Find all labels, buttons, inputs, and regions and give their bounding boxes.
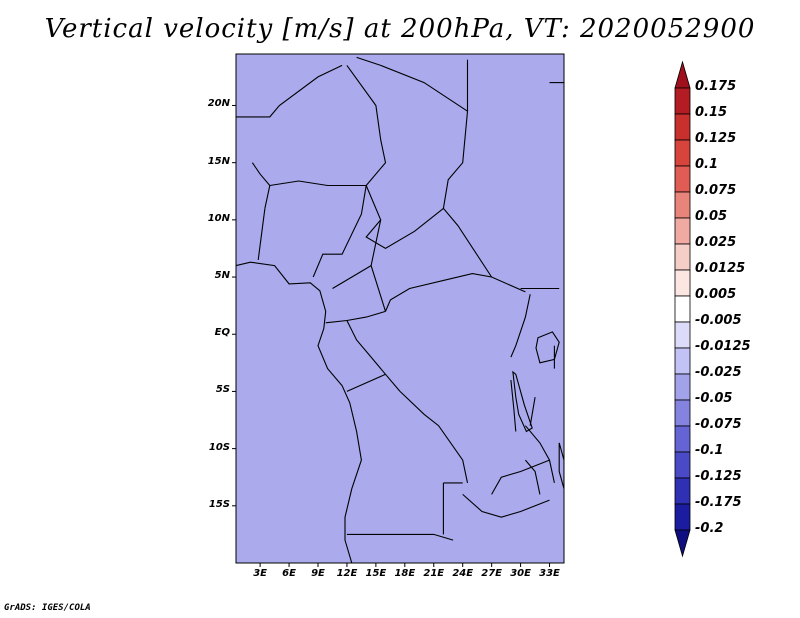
colorbar-swatch — [674, 451, 691, 479]
lon-label: 18E — [394, 568, 416, 579]
border-line — [346, 320, 401, 392]
lat-label: 15S — [208, 498, 230, 510]
colorbar-label: -0.05 — [695, 391, 733, 406]
colorbar-swatch — [674, 295, 691, 323]
border-line — [332, 265, 372, 289]
border-line — [236, 64, 343, 118]
lake-malawi — [558, 442, 564, 489]
colorbar-swatch — [674, 503, 691, 531]
lon-label: 9E — [311, 568, 325, 579]
lat-label: 5N — [214, 270, 230, 282]
map-frame — [235, 53, 565, 564]
border-line — [524, 425, 555, 484]
lake-tanganyika — [512, 370, 533, 433]
lon-label: 27E — [481, 568, 503, 579]
colorbar-label: 0.175 — [695, 79, 737, 94]
lat-label: 10N — [207, 212, 230, 224]
border-line — [346, 65, 387, 186]
colorbar-swatch — [674, 87, 691, 115]
lon-label: 21E — [423, 568, 445, 579]
colorbar-swatch — [674, 60, 691, 89]
border-line — [269, 180, 367, 187]
colorbar-swatch — [674, 425, 691, 453]
colorbar-label: -0.125 — [695, 469, 742, 484]
border-line — [257, 208, 266, 260]
border-line — [524, 459, 541, 495]
colorbar-label: 0.025 — [695, 235, 737, 250]
colorbar-swatch — [674, 399, 691, 427]
colorbar-label: 0.05 — [695, 209, 728, 224]
chart-title: Vertical velocity [m/s] at 200hPa, VT: 2… — [44, 14, 756, 44]
colorbar-swatch — [674, 321, 691, 349]
border-line — [384, 273, 526, 312]
colorbar-swatch — [674, 191, 691, 219]
lat-label: EQ — [214, 327, 230, 339]
border-line — [442, 111, 493, 278]
colorbar-label: -0.0125 — [695, 339, 751, 354]
border-line — [510, 294, 531, 358]
lon-label: 12E — [336, 568, 358, 579]
lat-label: 10S — [208, 441, 230, 453]
colorbar-swatch — [674, 139, 691, 167]
border-line — [356, 56, 468, 112]
colorbar-swatch — [674, 373, 691, 401]
map-field — [236, 54, 564, 563]
colorbar-label: 0.1 — [695, 157, 719, 172]
lat-label: 15N — [207, 155, 230, 167]
border-line — [251, 162, 271, 209]
colorbar-swatch — [674, 269, 691, 297]
border-line — [529, 397, 536, 426]
colorbar-swatch — [674, 217, 691, 245]
border-line — [399, 391, 469, 484]
border-line — [346, 373, 386, 392]
lon-label: 15E — [365, 568, 387, 579]
colorbar-swatch — [674, 347, 691, 375]
lat-label: 5S — [215, 384, 230, 396]
colorbar-label: 0.005 — [695, 287, 737, 302]
colorbar-label: 0.075 — [695, 183, 737, 198]
colorbar-label: -0.005 — [695, 313, 742, 328]
lon-label: 3E — [253, 568, 267, 579]
colorbar-swatch — [674, 477, 691, 505]
lon-label: 6E — [282, 568, 296, 579]
country-borders — [236, 56, 564, 563]
colorbar-label: -0.1 — [695, 443, 724, 458]
colorbar-swatch — [674, 113, 691, 141]
colorbar-label: 0.15 — [695, 105, 728, 120]
border-line — [312, 185, 367, 278]
colorbar-label: 0.0125 — [695, 261, 746, 276]
lon-label: 24E — [452, 568, 474, 579]
lon-label: 33E — [539, 568, 560, 579]
colorbar-label: -0.025 — [695, 365, 742, 380]
border-line — [510, 379, 517, 432]
colorbar-label: 0.125 — [695, 131, 737, 146]
border-line — [491, 459, 550, 495]
lat-label: 20N — [207, 98, 230, 110]
border-line — [346, 533, 454, 541]
border-line — [325, 310, 386, 324]
colorbar-label: -0.2 — [695, 521, 724, 536]
colorbar-label: -0.175 — [695, 495, 742, 510]
border-line — [462, 493, 550, 518]
colorbar-swatch — [674, 243, 691, 271]
coastline — [236, 261, 362, 563]
colorbar-swatch — [674, 165, 691, 193]
grads-credit: GrADS: IGES/COLA — [4, 603, 91, 613]
colorbar-swatch — [674, 529, 691, 558]
lake-victoria — [535, 331, 560, 364]
lon-label: 30E — [510, 568, 531, 579]
colorbar-label: -0.075 — [695, 417, 742, 432]
